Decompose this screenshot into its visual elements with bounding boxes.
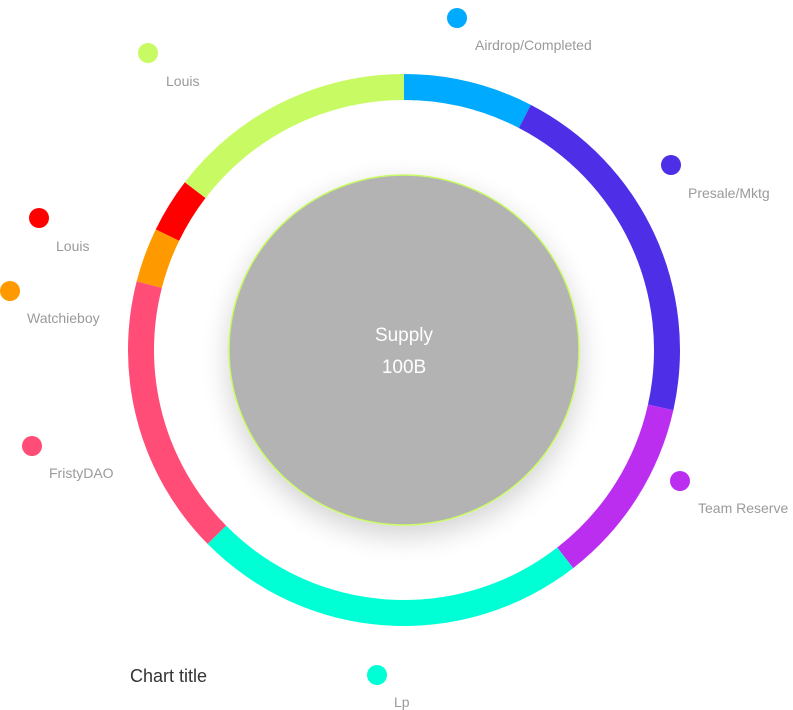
legend: Airdrop/Completed Presale/Mktg Team Reserv… (0, 8, 788, 710)
legend-marker (661, 155, 681, 175)
pie-slice (404, 74, 531, 128)
legend-marker (367, 665, 387, 685)
pie-slice (518, 104, 680, 411)
pie-slice (128, 281, 227, 544)
legend-label: FristyDAO (49, 465, 114, 481)
legend-marker (670, 471, 690, 491)
pie-slice (184, 74, 404, 199)
legend-label: Lp (394, 694, 410, 710)
legend-label: Airdrop/Completed (475, 37, 592, 53)
chart-title: Chart title (130, 666, 208, 686)
legend-label: Team Reserve (698, 500, 788, 516)
pie-slice (557, 404, 674, 569)
pie-slice (155, 182, 206, 241)
center-label: Supply (375, 325, 434, 346)
legend-label: Louis (166, 73, 199, 89)
legend-marker (447, 8, 467, 28)
legend-marker (0, 281, 20, 301)
legend-label: Presale/Mktg (688, 185, 770, 201)
legend-label: Louis (56, 238, 89, 254)
legend-marker (29, 208, 49, 228)
donut-ring (128, 74, 680, 626)
legend-label: Watchieboy (27, 310, 100, 326)
pie-slice (136, 229, 180, 288)
legend-marker (22, 436, 42, 456)
pie-slice (207, 525, 574, 626)
center-circle (228, 174, 580, 526)
legend-marker (138, 43, 158, 63)
center-value: 100B (382, 357, 426, 378)
